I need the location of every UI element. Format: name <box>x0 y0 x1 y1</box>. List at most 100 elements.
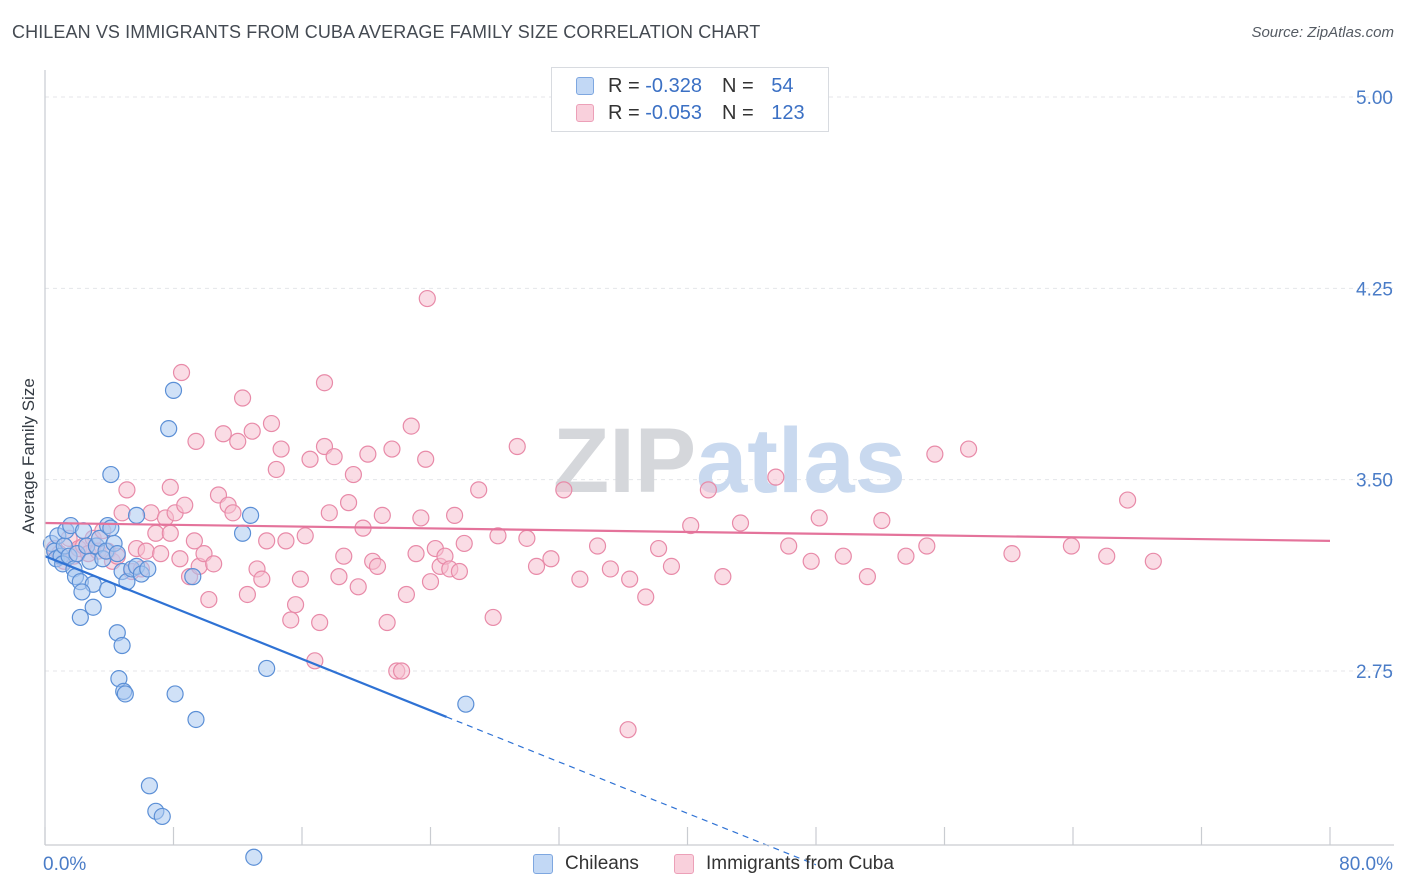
cuba-point <box>118 481 136 499</box>
cuba-point <box>780 537 798 555</box>
chileans-point <box>127 506 146 524</box>
watermark-atlas: atlas <box>696 410 906 512</box>
cuba-point <box>588 537 607 555</box>
cuba-trend-line <box>44 521 1331 542</box>
cuba-point <box>392 662 411 680</box>
cuba-point <box>418 289 436 308</box>
cuba-point <box>421 573 440 591</box>
series-chileans-points <box>42 381 475 866</box>
axis-layer: 2.75 3.50 4.25 5.00 0.0% 80.0% <box>43 70 1394 875</box>
cuba-point <box>489 527 507 545</box>
chileans-trend-extension <box>446 716 817 866</box>
stats-legend: R = -0.328 N = 54 R = -0.053 N = 123 <box>551 67 829 132</box>
cuba-point <box>368 557 387 576</box>
cuba-point <box>137 542 155 560</box>
cuba-point <box>200 590 218 609</box>
chileans-point <box>187 710 205 729</box>
chileans-point <box>153 807 171 826</box>
legend-item-cuba: Immigrants from Cuba <box>674 851 894 877</box>
cuba-point <box>662 557 681 576</box>
cuba-point <box>373 506 391 524</box>
chileans-point <box>164 381 183 399</box>
cuba-point <box>315 374 334 392</box>
cuba-point <box>508 437 526 456</box>
cuba-point <box>873 511 891 530</box>
y-tick-label: 2.75 <box>1356 662 1393 683</box>
y-tick-label: 3.50 <box>1356 471 1393 492</box>
legend-swatch-cuba <box>674 854 694 874</box>
stats-legend-row-chileans: R = -0.328 N = 54 <box>576 74 793 98</box>
cuba-point <box>571 570 589 588</box>
x-tick-label: 80.0% <box>1339 854 1393 875</box>
cuba-point <box>407 545 425 563</box>
cuba-point <box>527 557 546 576</box>
cuba-point <box>637 588 655 606</box>
cuba-point <box>601 560 620 578</box>
cuba-point <box>147 524 165 542</box>
chart-source: Source: ZipAtlas.com <box>1251 24 1394 41</box>
cuba-point <box>224 504 242 522</box>
chileans-point <box>71 608 89 627</box>
chileans-point <box>102 465 120 484</box>
cuba-point <box>113 504 131 522</box>
cuba-point <box>339 494 358 512</box>
cuba-point <box>291 570 309 588</box>
cuba-point <box>918 537 936 555</box>
cuba-point <box>445 506 464 524</box>
chileans-point <box>258 659 276 678</box>
cuba-point <box>484 608 502 627</box>
cuba-point <box>397 585 416 604</box>
cuba-point <box>171 550 189 568</box>
cuba-point <box>1003 545 1021 563</box>
r-value: -0.328 <box>645 74 702 97</box>
cuba-point <box>172 363 191 382</box>
cuba-point <box>233 389 252 407</box>
cuba-point <box>152 545 170 563</box>
cuba-point <box>311 613 329 632</box>
cuba-point <box>619 721 637 739</box>
cuba-point <box>810 509 828 527</box>
cuba-point <box>267 460 285 479</box>
cuba-point <box>542 550 560 568</box>
cuba-point <box>238 585 256 604</box>
cuba-point <box>258 532 276 550</box>
cuba-point <box>272 440 290 458</box>
legend-swatch-chileans <box>533 854 553 874</box>
chileans-point <box>184 568 202 586</box>
cuba-point <box>621 570 639 588</box>
cuba-point <box>402 417 420 435</box>
legend-label-chileans: Chileans <box>565 853 639 874</box>
grid-layer <box>45 96 1394 672</box>
cuba-point <box>161 478 179 496</box>
n-label: N = <box>721 74 760 97</box>
chileans-point <box>102 519 120 537</box>
cuba-point <box>301 450 319 468</box>
cuba-point <box>926 445 944 463</box>
chileans-point <box>84 598 102 616</box>
cuba-point <box>214 425 232 443</box>
chileans-point <box>233 524 252 542</box>
cuba-point <box>383 440 401 458</box>
cuba-point <box>330 568 348 586</box>
cuba-point <box>320 504 338 522</box>
chileans-trend-line <box>44 555 447 718</box>
cuba-point <box>858 568 877 586</box>
cuba-point <box>714 568 732 586</box>
swatch-cuba <box>576 104 594 122</box>
cuba-point <box>417 450 435 468</box>
stats-legend-row-cuba: R = -0.053 N = 123 <box>576 101 805 125</box>
cuba-point <box>518 529 536 547</box>
y-tick-label: 4.25 <box>1356 279 1393 300</box>
y-axis-label: Average Family Size <box>19 378 38 534</box>
cuba-point <box>262 414 281 433</box>
cuba-point <box>325 448 343 466</box>
cuba-point <box>243 422 261 440</box>
chileans-point <box>245 848 263 866</box>
cuba-point <box>412 509 430 527</box>
chileans-point <box>160 420 178 438</box>
n-value: 123 <box>771 101 805 124</box>
cuba-point <box>378 613 396 632</box>
cuba-point <box>959 440 978 458</box>
swatch-chileans <box>576 77 594 95</box>
